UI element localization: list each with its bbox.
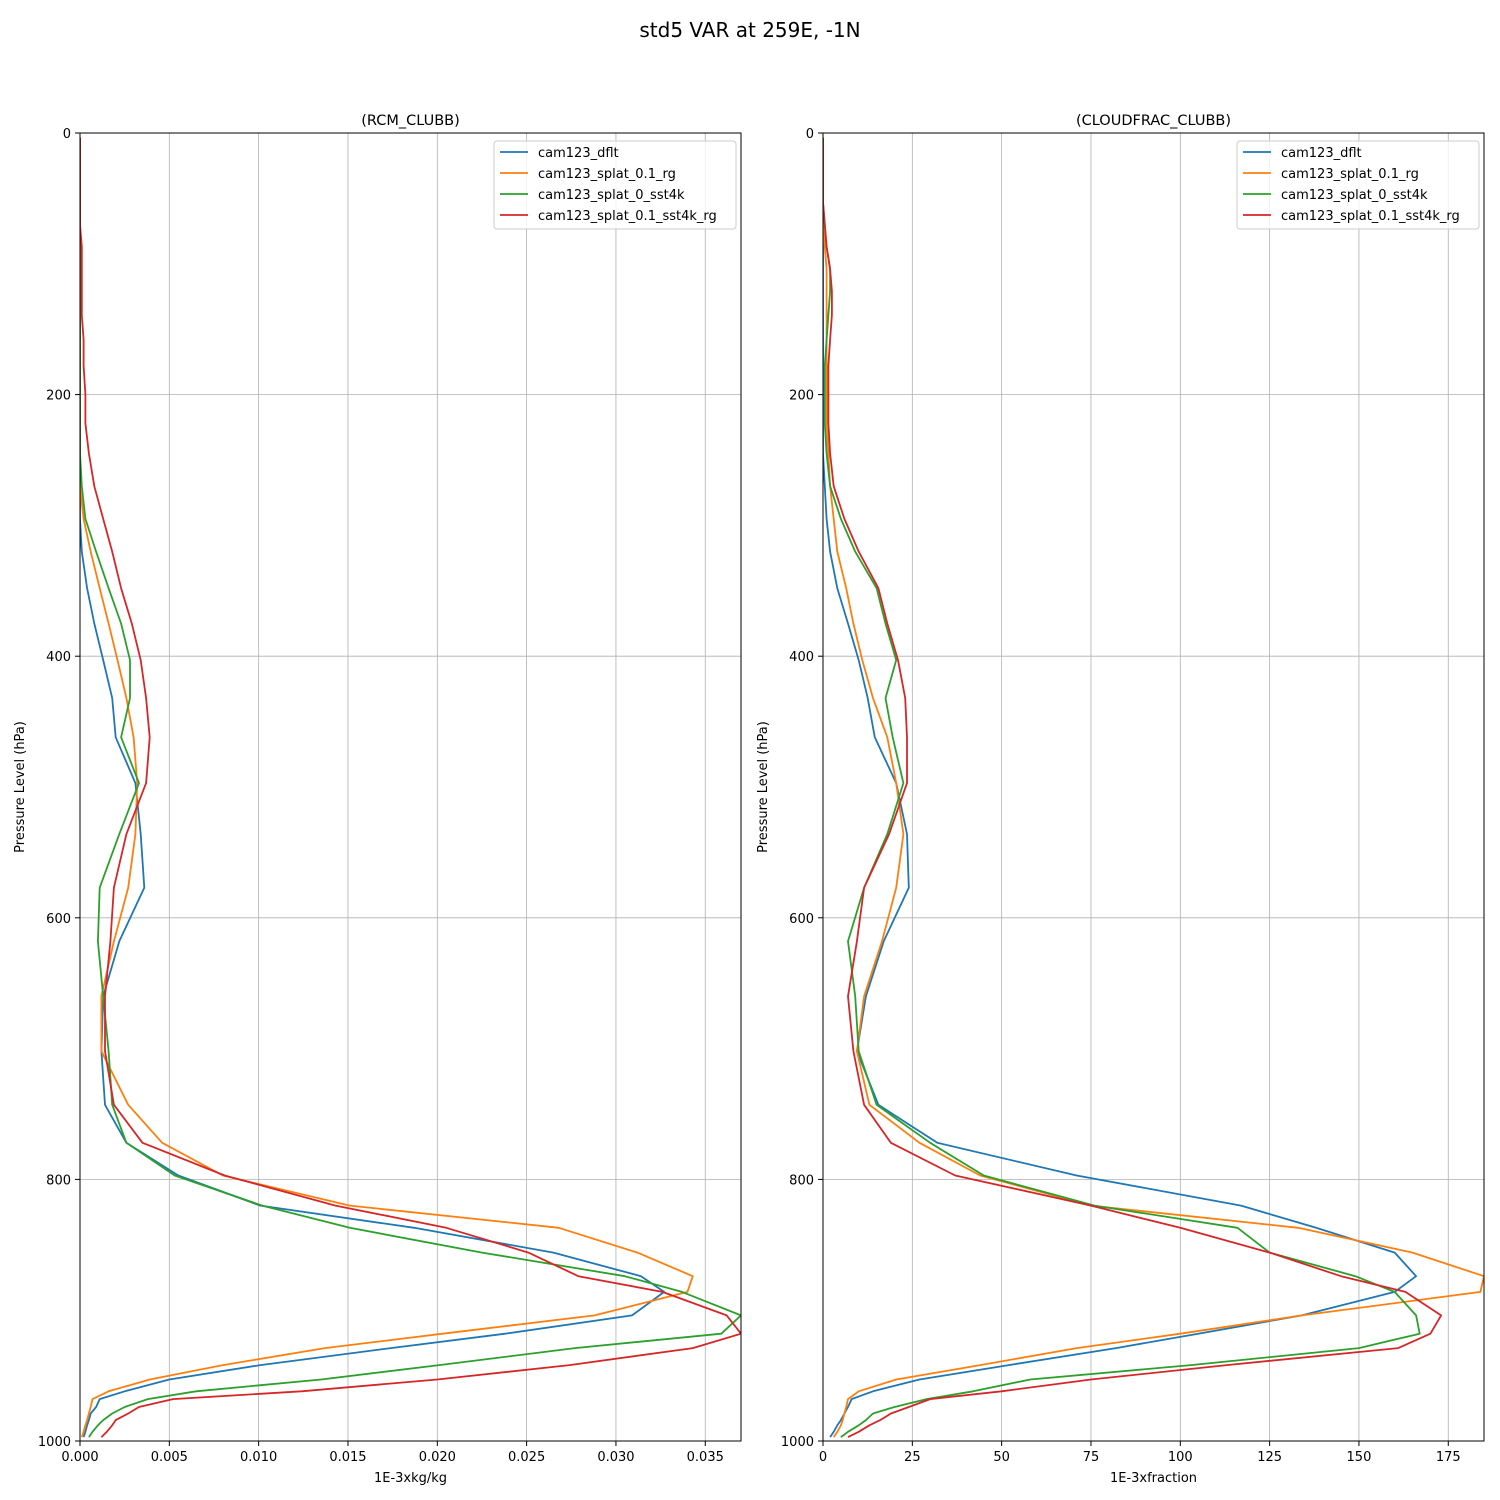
plot-area-frame	[822, 132, 1485, 1442]
plot-area-frame	[79, 132, 742, 1442]
legend: cam123_dflt cam123_splat_0.1_rg cam123_s…	[1236, 140, 1480, 230]
axis-ticks: 0.000 0.005 0.010 0.015 0.020 0.025 0.030 0.035…	[38, 127, 724, 1465]
y-tick-label: 1000	[38, 1435, 71, 1450]
x-tick-label: 25	[904, 1450, 921, 1465]
y-axis-label: Pressure Level (hPa)	[13, 721, 28, 853]
legend-label-cam123-dflt: cam123_dflt	[538, 146, 619, 161]
axis-ticks: 0 25 50 75 100 125 150 175 0 200 400 600 800 1000	[781, 127, 1461, 1465]
y-tick-label: 200	[789, 389, 814, 404]
y-tick-label: 200	[46, 389, 71, 404]
legend: cam123_dflt cam123_splat_0.1_rg cam123_s…	[493, 140, 737, 230]
series-line-cam123-splat-0-1-rg	[80, 137, 694, 1438]
x-tick-label: 100	[1168, 1450, 1193, 1465]
x-tick-label: 175	[1436, 1450, 1461, 1465]
x-tick-label: 0.015	[329, 1450, 366, 1465]
chart-cloudfrac-clubb: (CLOUDFRAC_CLUBB) 0 25 50 75 100 125 150 175 0 20…	[756, 113, 1485, 1486]
legend-label-cam123-splat-0-1-rg: cam123_splat_0.1_rg	[538, 167, 676, 182]
x-tick-label: 0.020	[419, 1450, 456, 1465]
legend-box	[1236, 140, 1480, 230]
y-tick-label: 0	[63, 127, 71, 142]
x-axis-label: 1E-3xkg/kg	[374, 1471, 447, 1486]
grid-lines	[79, 132, 741, 1442]
series-lines	[80, 137, 741, 1438]
x-tick-label: 150	[1347, 1450, 1372, 1465]
y-tick-label: 1000	[781, 1435, 814, 1450]
legend-label-cam123-splat-0-sst4k: cam123_splat_0_sst4k	[1281, 188, 1428, 203]
y-axis-label: Pressure Level (hPa)	[756, 721, 771, 853]
series-line-cam123-dflt	[80, 137, 666, 1438]
x-tick-label: 125	[1257, 1450, 1282, 1465]
y-tick-label: 600	[46, 912, 71, 927]
legend-label-cam123-splat-0-sst4k: cam123_splat_0_sst4k	[538, 188, 685, 203]
series-line-cam123-splat-0-1-sst4k-rg	[823, 137, 1442, 1438]
y-tick-label: 400	[46, 650, 71, 665]
x-tick-label: 0.025	[508, 1450, 545, 1465]
series-lines	[823, 137, 1484, 1438]
y-tick-label: 800	[789, 1173, 814, 1188]
x-tick-label: 0	[819, 1450, 827, 1465]
x-tick-label: 0.035	[687, 1450, 724, 1465]
chart-rcm-clubb: (RCM_CLUBB) 0.000 0.005 0.010 0.015 0.020 0.0…	[13, 113, 742, 1486]
chart-title: (CLOUDFRAC_CLUBB)	[1076, 113, 1231, 129]
x-axis-label: 1E-3xfraction	[1110, 1471, 1197, 1486]
legend-label-cam123-splat-0-1-sst4k-rg: cam123_splat_0.1_sst4k_rg	[538, 209, 717, 224]
legend-label-cam123-dflt: cam123_dflt	[1281, 146, 1362, 161]
x-tick-label: 0.005	[151, 1450, 188, 1465]
x-tick-label: 0.000	[61, 1450, 98, 1465]
x-tick-label: 50	[993, 1450, 1010, 1465]
x-tick-label: 0.010	[240, 1450, 277, 1465]
legend-label-cam123-splat-0-1-rg: cam123_splat_0.1_rg	[1281, 167, 1419, 182]
series-line-cam123-splat-0-sst4k	[80, 137, 741, 1438]
y-tick-label: 800	[46, 1173, 71, 1188]
y-tick-label: 0	[806, 127, 814, 142]
x-tick-label: 0.030	[597, 1450, 634, 1465]
series-line-cam123-dflt	[823, 137, 1417, 1438]
series-line-cam123-splat-0-1-sst4k-rg	[80, 137, 741, 1438]
y-tick-label: 400	[789, 650, 814, 665]
grid-lines	[822, 132, 1484, 1442]
series-line-cam123-splat-0-1-rg	[823, 137, 1484, 1438]
legend-box	[493, 140, 737, 230]
chart-title: (RCM_CLUBB)	[361, 113, 460, 129]
figure-title: std5 VAR at 259E, -1N	[639, 18, 860, 42]
x-tick-label: 75	[1083, 1450, 1100, 1465]
legend-label-cam123-splat-0-1-sst4k-rg: cam123_splat_0.1_sst4k_rg	[1281, 209, 1460, 224]
y-tick-label: 600	[789, 912, 814, 927]
